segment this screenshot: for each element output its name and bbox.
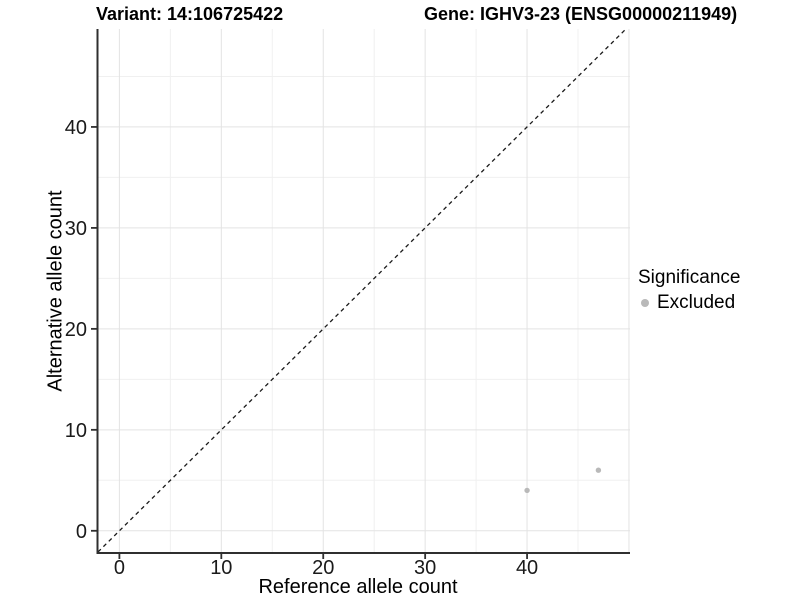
plot-title-variant: Variant: 14:106725422 (96, 4, 284, 24)
y-axis-title: Alternative allele count (44, 190, 67, 392)
y-tick-label: 10 (65, 420, 87, 442)
x-tick-label: 20 (312, 557, 334, 579)
x-axis-title: Reference allele count (258, 576, 458, 598)
y-tick-label: 0 (76, 521, 87, 543)
y-tick-label: 40 (65, 117, 87, 139)
data-point (524, 487, 530, 494)
x-tick-label: 40 (516, 557, 538, 579)
identity-line (97, 28, 627, 553)
legend-title: Significance (638, 267, 741, 288)
plot-title-gene: Gene: IGHV3-23 (ENSG00000211949) (424, 4, 738, 24)
legend-entry-label: Excluded (657, 292, 736, 313)
x-tick-label: 0 (114, 557, 125, 579)
y-tick-label: 20 (65, 319, 87, 341)
x-tick-label: 30 (414, 557, 436, 579)
legend-entry-excluded: Excluded (638, 292, 740, 314)
legend-point-icon (641, 299, 649, 307)
data-point (595, 467, 602, 473)
legend: Significance Excluded (638, 267, 740, 314)
y-tick-label: 30 (65, 218, 87, 240)
x-tick-label: 10 (210, 557, 232, 579)
